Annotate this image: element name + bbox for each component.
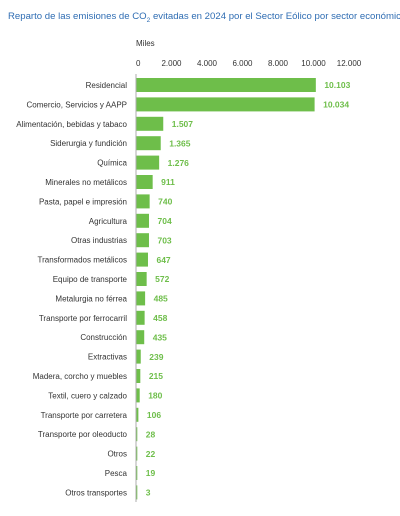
chart-title-subscript: 2 — [146, 16, 151, 24]
category-label: Transporte por carretera — [41, 411, 128, 420]
category-label: Transporte por ferrocarril — [39, 314, 127, 323]
bar — [136, 272, 147, 286]
bar — [136, 97, 315, 112]
value-label: 911 — [161, 177, 175, 187]
category-label: Otros — [107, 450, 127, 459]
bar — [136, 427, 138, 442]
x-axis-ticks: 0 2.000 4.000 6.000 8.000 10.000 12.000 — [136, 59, 362, 68]
category-label: Transporte por oleoducto — [38, 430, 128, 439]
category-label: Transformados metálicos — [37, 256, 127, 265]
category-label: Pasta, papel e impresión — [39, 197, 127, 206]
x-tick-label: 10.000 — [301, 59, 326, 68]
category-label: Siderurgia y fundición — [50, 139, 127, 148]
value-label: 106 — [147, 410, 161, 420]
x-tick-label: 4.000 — [197, 59, 218, 68]
bar — [136, 369, 141, 383]
value-label: 180 — [148, 391, 162, 401]
x-tick-label: 6.000 — [232, 59, 253, 68]
value-label: 572 — [155, 274, 169, 284]
value-label: 1.507 — [172, 119, 194, 129]
bar — [136, 233, 149, 248]
category-label: Otros transportes — [65, 488, 127, 497]
category-label: Construcción — [80, 333, 127, 342]
value-label: 1.365 — [169, 138, 191, 148]
value-label: 1.276 — [168, 158, 190, 168]
value-label: 10.103 — [324, 80, 350, 90]
value-label: 703 — [157, 235, 171, 245]
category-label: Minerales no metálicos — [45, 178, 127, 187]
chart-title-prefix: Reparto de las emisiones de CO — [8, 11, 147, 22]
bar — [136, 291, 146, 306]
bar — [136, 310, 145, 325]
bar — [136, 213, 149, 228]
bar — [136, 407, 139, 422]
category-label: Alimentación, bebidas y tabaco — [16, 120, 127, 129]
category-label: Pesca — [105, 469, 128, 478]
bar — [136, 136, 161, 151]
value-label: 647 — [156, 255, 170, 265]
x-tick-label: 2.000 — [161, 59, 182, 68]
value-label: 485 — [154, 294, 168, 304]
x-tick-label: 8.000 — [268, 59, 289, 68]
chart-title-suffix: evitadas en 2024 por el Sector Eólico po… — [150, 11, 400, 22]
value-label: 458 — [153, 313, 167, 323]
category-label: Agricultura — [89, 217, 128, 226]
category-label: Comercio, Servicios y AAPP — [27, 100, 127, 109]
category-label: Textil, cuero y calzado — [48, 391, 127, 400]
x-tick-label: 0 — [136, 59, 141, 68]
bar-rows: Residencial 10.103 Comercio, Servicios y A… — [16, 78, 351, 500]
bar — [136, 78, 316, 92]
category-label: Madera, corcho y muebles — [33, 372, 127, 381]
bar — [136, 388, 140, 403]
value-label: 740 — [158, 197, 172, 207]
bar — [136, 349, 141, 364]
value-label: 215 — [149, 371, 163, 381]
value-label: 22 — [146, 449, 156, 459]
value-label: 435 — [153, 332, 167, 342]
x-tick-label: 12.000 — [337, 59, 362, 68]
bar — [136, 194, 150, 209]
category-label: Metalurgia no férrea — [55, 294, 127, 303]
chart-title: Reparto de las emisiones de CO2 evitadas… — [8, 11, 400, 24]
value-label: 28 — [146, 429, 156, 439]
value-label: 10.034 — [323, 100, 349, 110]
value-label: 19 — [146, 468, 156, 478]
category-label: Otras industrias — [71, 236, 127, 245]
category-label: Equipo de transporte — [53, 275, 128, 284]
bar — [136, 252, 148, 267]
category-label: Residencial — [86, 81, 128, 90]
axis-unit-label: Miles — [136, 39, 155, 48]
bar — [136, 116, 164, 131]
category-label: Extractivas — [88, 353, 127, 362]
value-label: 239 — [149, 352, 163, 362]
bar — [136, 175, 153, 189]
value-label: 3 — [146, 488, 151, 498]
bar — [136, 330, 145, 345]
bar — [136, 155, 160, 170]
bar — [136, 446, 138, 461]
bar — [136, 466, 138, 480]
category-label: Química — [97, 159, 127, 168]
value-label: 704 — [157, 216, 171, 226]
bar — [136, 485, 138, 500]
